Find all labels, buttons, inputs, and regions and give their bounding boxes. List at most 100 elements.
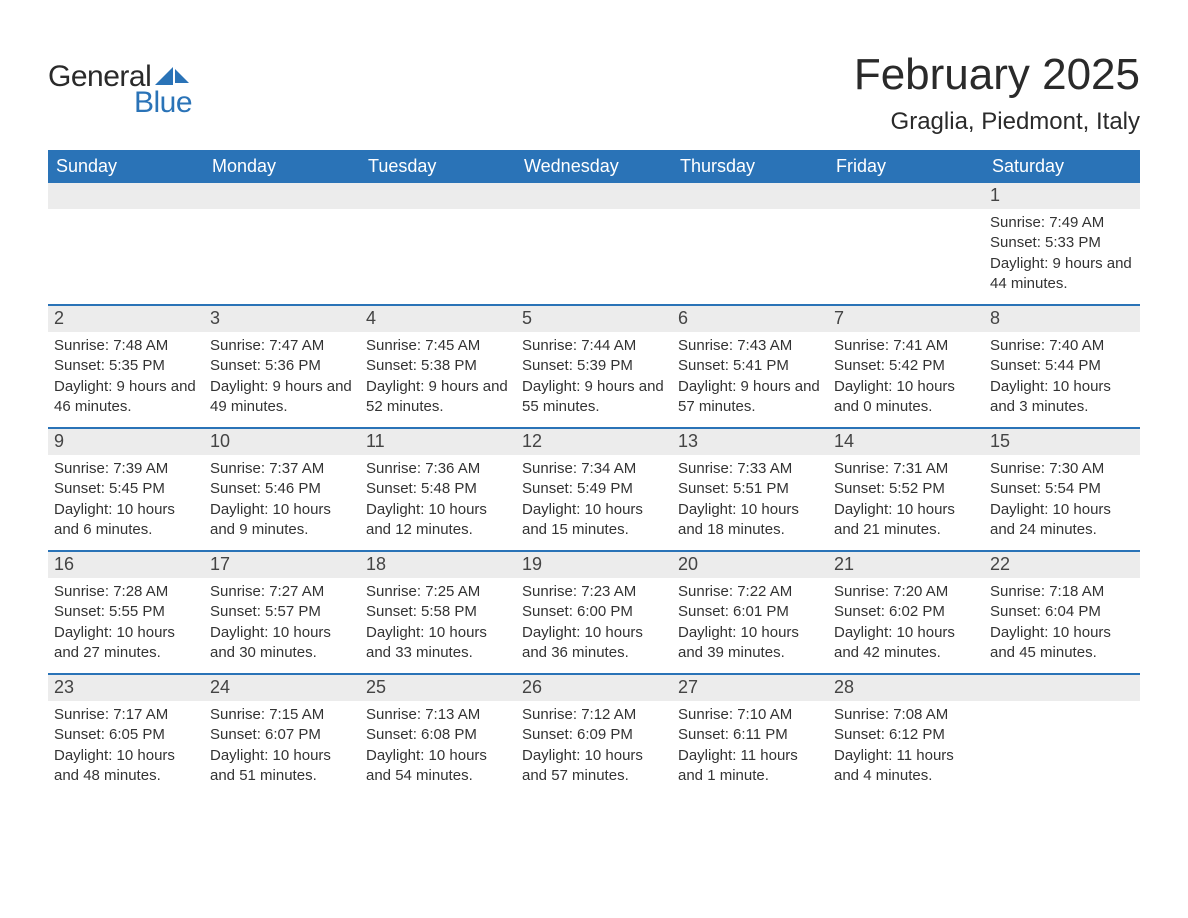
calendar-day-cell: 177:27 AM5:57 PM10 hours and 30 minutes. bbox=[204, 552, 360, 673]
logo: General Blue bbox=[48, 60, 192, 120]
day-number: 9 bbox=[48, 429, 204, 455]
sunset-value: 6:00 PM bbox=[522, 602, 666, 622]
title-block: February 2025 Graglia, Piedmont, Italy bbox=[854, 50, 1140, 136]
sunset-value: 6:02 PM bbox=[834, 602, 978, 622]
calendar-day-cell bbox=[204, 183, 360, 304]
daylight-value: 10 hours and 45 minutes. bbox=[990, 623, 1134, 664]
day-number: 22 bbox=[984, 552, 1140, 578]
sunrise-value: 7:31 AM bbox=[834, 459, 978, 479]
day-body: 7:49 AM5:33 PM9 hours and 44 minutes. bbox=[984, 209, 1140, 304]
sunset-value: 6:08 PM bbox=[366, 725, 510, 745]
logo-text-blue: Blue bbox=[134, 86, 192, 120]
day-number: 17 bbox=[204, 552, 360, 578]
weekday-header-cell: Thursday bbox=[672, 150, 828, 183]
sunrise-value: 7:18 AM bbox=[990, 582, 1134, 602]
day-body: 7:30 AM5:54 PM10 hours and 24 minutes. bbox=[984, 455, 1140, 550]
sunrise-value: 7:27 AM bbox=[210, 582, 354, 602]
calendar-day-cell bbox=[48, 183, 204, 304]
weekday-header-cell: Wednesday bbox=[516, 150, 672, 183]
sunrise-value: 7:15 AM bbox=[210, 705, 354, 725]
sunrise-value: 7:49 AM bbox=[990, 213, 1134, 233]
daylight-value: 10 hours and 30 minutes. bbox=[210, 623, 354, 664]
weeks-container: 17:49 AM5:33 PM9 hours and 44 minutes. 27… bbox=[48, 183, 1140, 796]
calendar-day-cell bbox=[828, 183, 984, 304]
daylight-value: 10 hours and 57 minutes. bbox=[522, 746, 666, 787]
day-body: 7:44 AM5:39 PM9 hours and 55 minutes. bbox=[516, 332, 672, 427]
sunset-value: 5:46 PM bbox=[210, 479, 354, 499]
day-body: 7:08 AM6:12 PM11 hours and 4 minutes. bbox=[828, 701, 984, 796]
sunrise-value: 7:44 AM bbox=[522, 336, 666, 356]
day-number: 4 bbox=[360, 306, 516, 332]
daylight-value: 10 hours and 51 minutes. bbox=[210, 746, 354, 787]
day-body: 7:25 AM5:58 PM10 hours and 33 minutes. bbox=[360, 578, 516, 673]
calendar-day-cell: 197:23 AM6:00 PM10 hours and 36 minutes. bbox=[516, 552, 672, 673]
calendar-day-cell: 147:31 AM5:52 PM10 hours and 21 minutes. bbox=[828, 429, 984, 550]
daylight-value: 11 hours and 1 minute. bbox=[678, 746, 822, 787]
day-body: 7:47 AM5:36 PM9 hours and 49 minutes. bbox=[204, 332, 360, 427]
sunrise-value: 7:41 AM bbox=[834, 336, 978, 356]
sunset-value: 5:36 PM bbox=[210, 356, 354, 376]
daylight-value: 10 hours and 54 minutes. bbox=[366, 746, 510, 787]
day-number: 10 bbox=[204, 429, 360, 455]
sunset-value: 5:49 PM bbox=[522, 479, 666, 499]
day-number: 6 bbox=[672, 306, 828, 332]
day-body: 7:18 AM6:04 PM10 hours and 45 minutes. bbox=[984, 578, 1140, 673]
calendar-day-cell bbox=[672, 183, 828, 304]
calendar-day-cell bbox=[516, 183, 672, 304]
sunrise-value: 7:22 AM bbox=[678, 582, 822, 602]
sunrise-value: 7:20 AM bbox=[834, 582, 978, 602]
day-number bbox=[360, 183, 516, 209]
calendar-day-cell: 87:40 AM5:44 PM10 hours and 3 minutes. bbox=[984, 306, 1140, 427]
sunset-value: 5:51 PM bbox=[678, 479, 822, 499]
day-number: 26 bbox=[516, 675, 672, 701]
daylight-value: 10 hours and 21 minutes. bbox=[834, 500, 978, 541]
day-body: 7:48 AM5:35 PM9 hours and 46 minutes. bbox=[48, 332, 204, 427]
day-number: 12 bbox=[516, 429, 672, 455]
day-number: 11 bbox=[360, 429, 516, 455]
day-body: 7:27 AM5:57 PM10 hours and 30 minutes. bbox=[204, 578, 360, 673]
weekday-header-cell: Monday bbox=[204, 150, 360, 183]
header: General Blue February 2025 Graglia, Pied… bbox=[48, 50, 1140, 136]
day-body: 7:34 AM5:49 PM10 hours and 15 minutes. bbox=[516, 455, 672, 550]
day-number: 7 bbox=[828, 306, 984, 332]
sunset-value: 6:04 PM bbox=[990, 602, 1134, 622]
day-body: 7:20 AM6:02 PM10 hours and 42 minutes. bbox=[828, 578, 984, 673]
calendar-day-cell bbox=[984, 675, 1140, 796]
sunrise-value: 7:36 AM bbox=[366, 459, 510, 479]
daylight-value: 10 hours and 33 minutes. bbox=[366, 623, 510, 664]
calendar-day-cell: 227:18 AM6:04 PM10 hours and 45 minutes. bbox=[984, 552, 1140, 673]
daylight-value: 10 hours and 36 minutes. bbox=[522, 623, 666, 664]
sunrise-value: 7:43 AM bbox=[678, 336, 822, 356]
day-number: 5 bbox=[516, 306, 672, 332]
sunset-value: 5:58 PM bbox=[366, 602, 510, 622]
calendar-day-cell: 267:12 AM6:09 PM10 hours and 57 minutes. bbox=[516, 675, 672, 796]
calendar-day-cell: 287:08 AM6:12 PM11 hours and 4 minutes. bbox=[828, 675, 984, 796]
daylight-value: 11 hours and 4 minutes. bbox=[834, 746, 978, 787]
sunrise-value: 7:17 AM bbox=[54, 705, 198, 725]
day-number: 24 bbox=[204, 675, 360, 701]
weekday-header-cell: Sunday bbox=[48, 150, 204, 183]
daylight-value: 10 hours and 12 minutes. bbox=[366, 500, 510, 541]
day-number: 21 bbox=[828, 552, 984, 578]
day-number: 13 bbox=[672, 429, 828, 455]
daylight-value: 9 hours and 57 minutes. bbox=[678, 377, 822, 418]
page-title: February 2025 bbox=[854, 50, 1140, 100]
day-body: 7:33 AM5:51 PM10 hours and 18 minutes. bbox=[672, 455, 828, 550]
calendar-week-row: 17:49 AM5:33 PM9 hours and 44 minutes. bbox=[48, 183, 1140, 304]
day-body: 7:17 AM6:05 PM10 hours and 48 minutes. bbox=[48, 701, 204, 796]
weekday-header-cell: Saturday bbox=[984, 150, 1140, 183]
daylight-value: 10 hours and 6 minutes. bbox=[54, 500, 198, 541]
sunset-value: 6:07 PM bbox=[210, 725, 354, 745]
day-body: 7:31 AM5:52 PM10 hours and 21 minutes. bbox=[828, 455, 984, 550]
sunrise-value: 7:12 AM bbox=[522, 705, 666, 725]
day-number: 18 bbox=[360, 552, 516, 578]
calendar-week-row: 27:48 AM5:35 PM9 hours and 46 minutes.37… bbox=[48, 304, 1140, 427]
daylight-value: 9 hours and 49 minutes. bbox=[210, 377, 354, 418]
day-number: 23 bbox=[48, 675, 204, 701]
logo-triangle-icon bbox=[155, 67, 173, 85]
sunrise-value: 7:47 AM bbox=[210, 336, 354, 356]
calendar-day-cell: 277:10 AM6:11 PM11 hours and 1 minute. bbox=[672, 675, 828, 796]
day-body: 7:37 AM5:46 PM10 hours and 9 minutes. bbox=[204, 455, 360, 550]
day-body: 7:22 AM6:01 PM10 hours and 39 minutes. bbox=[672, 578, 828, 673]
day-body: 7:28 AM5:55 PM10 hours and 27 minutes. bbox=[48, 578, 204, 673]
